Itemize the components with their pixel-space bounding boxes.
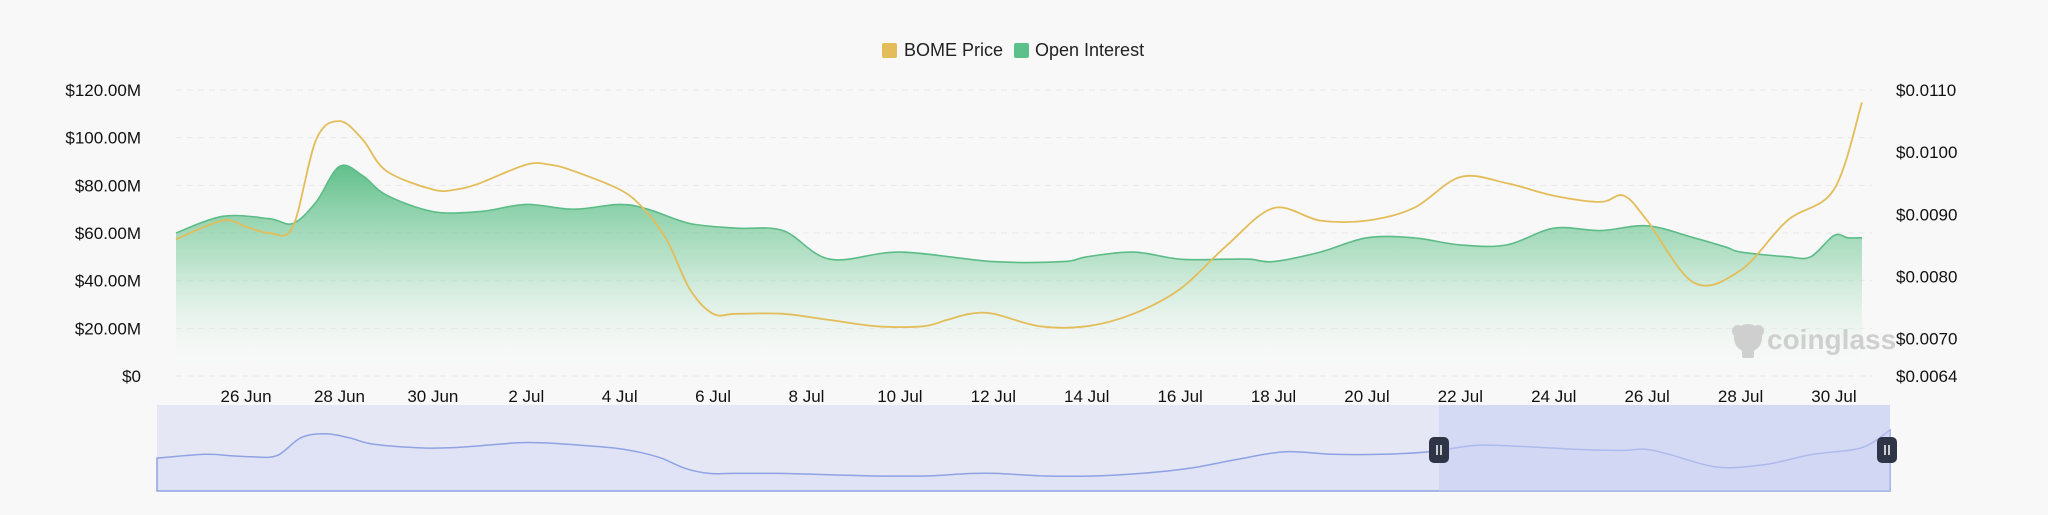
x-tick-label: 22 Jul bbox=[1438, 387, 1483, 406]
y-axis-right: $0.0064 $0.0070 $0.0080 $0.0090 $0.0100 $0.01… bbox=[1896, 81, 1957, 386]
range-navigator[interactable] bbox=[156, 405, 1897, 492]
x-tick-label: 20 Jul bbox=[1344, 387, 1389, 406]
y-right-tick-label: $0.0064 bbox=[1896, 367, 1957, 386]
x-tick-label: 16 Jul bbox=[1157, 387, 1202, 406]
coinglass-watermark: coinglass bbox=[1732, 324, 1896, 358]
y-right-tick-label: $0.0090 bbox=[1896, 205, 1957, 224]
navigator-handle-right[interactable] bbox=[1877, 437, 1897, 463]
y-left-tick-label: $20.00M bbox=[75, 319, 141, 338]
x-tick-label: 4 Jul bbox=[602, 387, 638, 406]
x-tick-label: 28 Jun bbox=[314, 387, 365, 406]
open-interest-line[interactable] bbox=[175, 164, 1863, 264]
plot-area bbox=[175, 102, 1863, 376]
x-tick-label: 26 Jun bbox=[221, 387, 272, 406]
x-tick-label: 2 Jul bbox=[508, 387, 544, 406]
y-right-tick-label: $0.0110 bbox=[1896, 81, 1956, 100]
x-tick-label: 24 Jul bbox=[1531, 387, 1576, 406]
x-tick-label: 30 Jun bbox=[407, 387, 458, 406]
y-left-tick-label: $80.00M bbox=[75, 176, 141, 195]
x-tick-label: 6 Jul bbox=[695, 387, 731, 406]
x-tick-label: 10 Jul bbox=[877, 387, 922, 406]
legend-label-open-interest: Open Interest bbox=[1035, 40, 1144, 60]
legend-swatch-price bbox=[882, 43, 897, 58]
legend-label-price: BOME Price bbox=[904, 40, 1003, 60]
y-right-tick-label: $0.0070 bbox=[1896, 330, 1957, 349]
x-tick-label: 8 Jul bbox=[789, 387, 825, 406]
y-left-tick-label: $100.00M bbox=[65, 129, 141, 148]
x-axis: 26 Jun 28 Jun 30 Jun 2 Jul 4 Jul 6 Jul 8 Jul 10… bbox=[221, 387, 1857, 406]
legend-item-price[interactable]: BOME Price bbox=[882, 40, 1003, 60]
y-left-tick-label: $120.00M bbox=[65, 81, 141, 100]
x-tick-label: 12 Jul bbox=[971, 387, 1016, 406]
legend-item-open-interest[interactable]: Open Interest bbox=[1014, 40, 1144, 60]
navigator-selected-range[interactable] bbox=[1439, 405, 1890, 491]
y-right-tick-label: $0.0080 bbox=[1896, 268, 1957, 287]
x-tick-label: 18 Jul bbox=[1251, 387, 1296, 406]
watermark-text: coinglass bbox=[1767, 324, 1896, 355]
legend: BOME Price Open Interest bbox=[882, 40, 1144, 60]
y-left-tick-label: $40.00M bbox=[75, 272, 141, 291]
x-tick-label: 26 Jul bbox=[1624, 387, 1669, 406]
y-axis-left: $0 $20.00M $40.00M $60.00M $80.00M $100.00M $1… bbox=[65, 81, 141, 386]
y-right-tick-label: $0.0100 bbox=[1896, 143, 1957, 162]
bome-price-line[interactable] bbox=[175, 102, 1863, 329]
coinglass-logo-icon bbox=[1732, 324, 1764, 358]
navigator-handle-left[interactable] bbox=[1429, 437, 1449, 463]
x-tick-label: 14 Jul bbox=[1064, 387, 1109, 406]
y-left-tick-label: $0 bbox=[122, 367, 141, 386]
x-tick-label: 28 Jul bbox=[1718, 387, 1763, 406]
open-interest-area bbox=[176, 165, 1862, 376]
y-left-tick-label: $60.00M bbox=[75, 224, 141, 243]
legend-swatch-open-interest bbox=[1014, 43, 1029, 58]
x-tick-label: 30 Jul bbox=[1811, 387, 1856, 406]
